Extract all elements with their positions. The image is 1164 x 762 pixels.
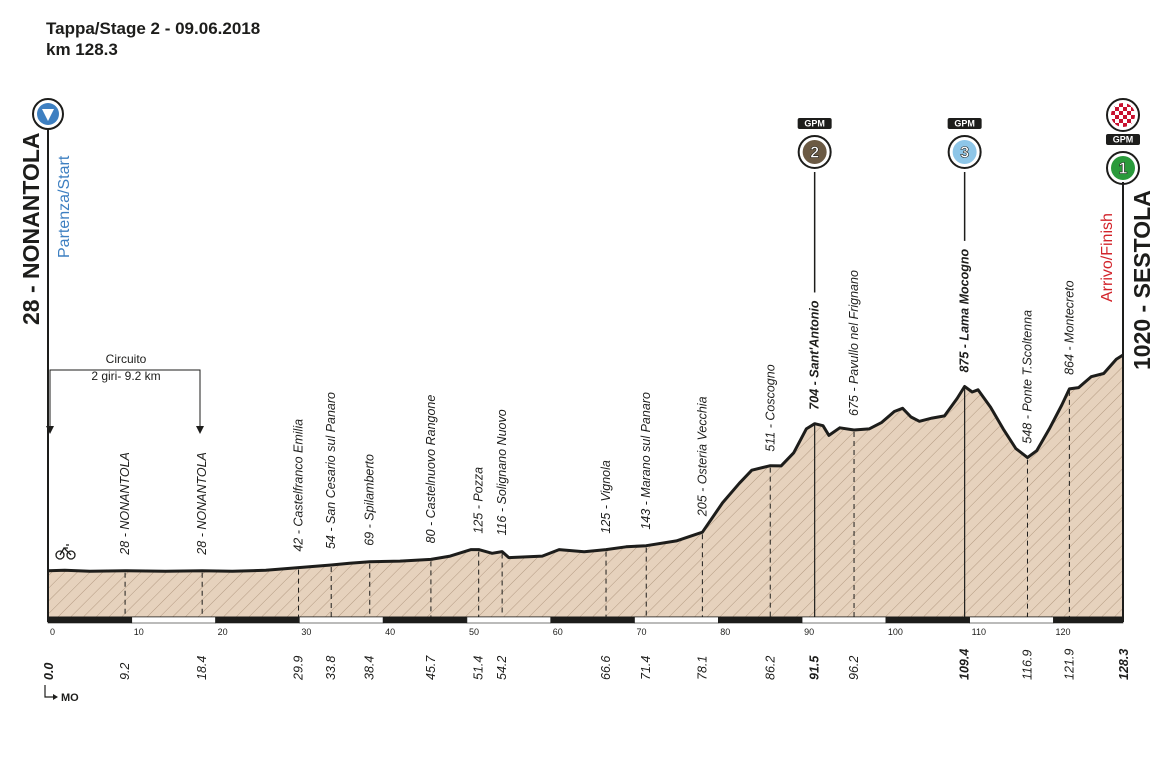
km-bar-segment bbox=[131, 616, 216, 624]
waypoint-label: 675 - Pavullo nel Frignano bbox=[847, 270, 861, 416]
km-bar-segment bbox=[215, 616, 300, 624]
stage-header: Tappa/Stage 2 - 09.06.2018 km 128.3 bbox=[46, 18, 260, 60]
stage-title: Tappa/Stage 2 - 09.06.2018 bbox=[46, 19, 261, 38]
waypoint-km-label: 9.2 bbox=[118, 663, 132, 680]
svg-text:3: 3 bbox=[960, 145, 969, 162]
svg-text:2: 2 bbox=[810, 145, 819, 162]
km-tick-label: 10 bbox=[134, 627, 144, 637]
km-bar-segment bbox=[382, 616, 468, 624]
km-tick-label: 100 bbox=[888, 627, 903, 637]
km-bar-segment bbox=[969, 616, 1054, 624]
waypoint-label: 548 - Ponte T.Scoltenna bbox=[1020, 310, 1034, 444]
circuit-detail: 2 giri- 9.2 km bbox=[91, 369, 160, 383]
waypoint-km-label: 86.2 bbox=[763, 656, 777, 680]
waypoint-label: 28 - NONANTOLA bbox=[195, 452, 209, 556]
km-bar-segment bbox=[885, 616, 970, 624]
km-bar-segment bbox=[466, 616, 552, 624]
province-code: MO bbox=[61, 692, 79, 704]
km-bar-segment bbox=[1053, 616, 1124, 624]
waypoint-km-label: 109.4 bbox=[958, 649, 972, 680]
km-tick-label: 70 bbox=[637, 627, 647, 637]
waypoint-label: 116 - Solignano Nuovo bbox=[495, 409, 509, 535]
km-tick-label: 30 bbox=[301, 627, 311, 637]
km-tick-label: 110 bbox=[972, 627, 986, 637]
finish-place: 1020 - SESTOLA bbox=[1129, 190, 1155, 370]
bicycle-icon bbox=[55, 544, 76, 560]
finish-flag-icon bbox=[1106, 98, 1140, 132]
waypoint-km-label: 38.4 bbox=[363, 656, 377, 680]
waypoint-label: 704 - Sant'Antonio bbox=[808, 300, 822, 410]
waypoint-km-label: 121.9 bbox=[1062, 649, 1076, 680]
km-tick-label: 20 bbox=[218, 627, 228, 637]
waypoint-km-label: 91.5 bbox=[808, 655, 822, 680]
waypoint-km-label: 45.7 bbox=[424, 655, 438, 680]
km-tick-label: 40 bbox=[385, 627, 395, 637]
waypoint-label: 875 - Lama Mocogno bbox=[958, 249, 972, 373]
waypoint-label: 28 - NONANTOLA bbox=[118, 452, 132, 556]
start-caption: Partenza/Start bbox=[56, 155, 73, 258]
finish-block: 1020 - SESTOLA Arrivo/Finish bbox=[1099, 98, 1155, 622]
km-axis: 0 10 20 30 40 50 60 70 80 90 100 110 120 0.0 128.3 bbox=[42, 616, 1131, 680]
waypoint-km-label: 18.4 bbox=[195, 656, 209, 680]
svg-text:GPM: GPM bbox=[804, 119, 825, 129]
waypoint-label: 69 - Spilamberto bbox=[363, 454, 377, 546]
km-tick-label: 90 bbox=[804, 627, 814, 637]
waypoint-label: 864 - Montecreto bbox=[1062, 280, 1076, 375]
km-bar-segment bbox=[634, 616, 719, 624]
waypoint-km-label: 78.1 bbox=[695, 656, 709, 680]
gpm-badge-icon: GPM 2 bbox=[797, 118, 832, 169]
waypoint-km-label: 116.9 bbox=[1020, 650, 1034, 680]
waypoint-label: 511 - Coscogno bbox=[763, 364, 777, 451]
svg-text:GPM: GPM bbox=[954, 119, 975, 129]
gpm-badge-icon: GPM 1 bbox=[1106, 134, 1140, 185]
waypoint-label: 125 - Pozza bbox=[472, 467, 486, 534]
profile-line bbox=[47, 353, 1124, 573]
start-km-label: 0.0 bbox=[42, 663, 56, 680]
waypoint-km-label: 33.8 bbox=[324, 656, 338, 680]
km-bar-segment bbox=[299, 616, 384, 624]
waypoint-label: 54 - San Cesario sul Panaro bbox=[324, 392, 338, 549]
province-marker: MO bbox=[44, 685, 79, 704]
km-tick-label: 120 bbox=[1055, 627, 1070, 637]
waypoint-markers: 28 - NONANTOLA 9.2 28 - NONANTOLA 18.4 42 - … bbox=[118, 118, 1140, 681]
start-block: 28 - NONANTOLA Partenza/Start bbox=[18, 98, 73, 622]
waypoint-km-label: 51.4 bbox=[472, 656, 486, 680]
gpm-badge-icon: GPM 3 bbox=[947, 118, 982, 169]
waypoint-km-label: 54.2 bbox=[495, 656, 509, 680]
profile-area bbox=[48, 355, 1123, 617]
waypoint-label: 205 - Osteria Vecchia bbox=[695, 396, 709, 517]
waypoint-km-label: 71.4 bbox=[639, 656, 653, 680]
km-bar-segment bbox=[550, 616, 635, 624]
waypoint-label: 125 - Vignola bbox=[599, 460, 613, 533]
km-tick-label: 50 bbox=[469, 627, 479, 637]
km-tick-label: 0 bbox=[50, 627, 55, 637]
stage-distance: km 128.3 bbox=[46, 40, 118, 59]
waypoint-label: 42 - Castelfranco Emilia bbox=[292, 419, 306, 552]
circuit-annotation: Circuito 2 giri- 9.2 km bbox=[46, 352, 204, 434]
km-bar-segment bbox=[47, 616, 133, 624]
km-tick-label: 80 bbox=[720, 627, 730, 637]
svg-text:GPM: GPM bbox=[1113, 135, 1134, 145]
km-bar-segment bbox=[718, 616, 803, 624]
waypoint-km-label: 96.2 bbox=[847, 656, 861, 680]
start-place: 28 - NONANTOLA bbox=[18, 132, 44, 325]
waypoint-label: 143 - Marano sul Panaro bbox=[639, 392, 653, 530]
waypoint-km-label: 29.9 bbox=[292, 656, 306, 681]
km-tick-label: 60 bbox=[553, 627, 563, 637]
svg-text:1: 1 bbox=[1119, 161, 1128, 178]
waypoint-km-label: 66.6 bbox=[599, 656, 613, 680]
circuit-label: Circuito bbox=[106, 352, 147, 366]
finish-km-label: 128.3 bbox=[1117, 649, 1131, 680]
waypoint-label: 80 - Castelnuovo Rangone bbox=[424, 395, 438, 544]
km-bar-segment bbox=[801, 616, 887, 624]
finish-caption: Arrivo/Finish bbox=[1099, 213, 1116, 302]
